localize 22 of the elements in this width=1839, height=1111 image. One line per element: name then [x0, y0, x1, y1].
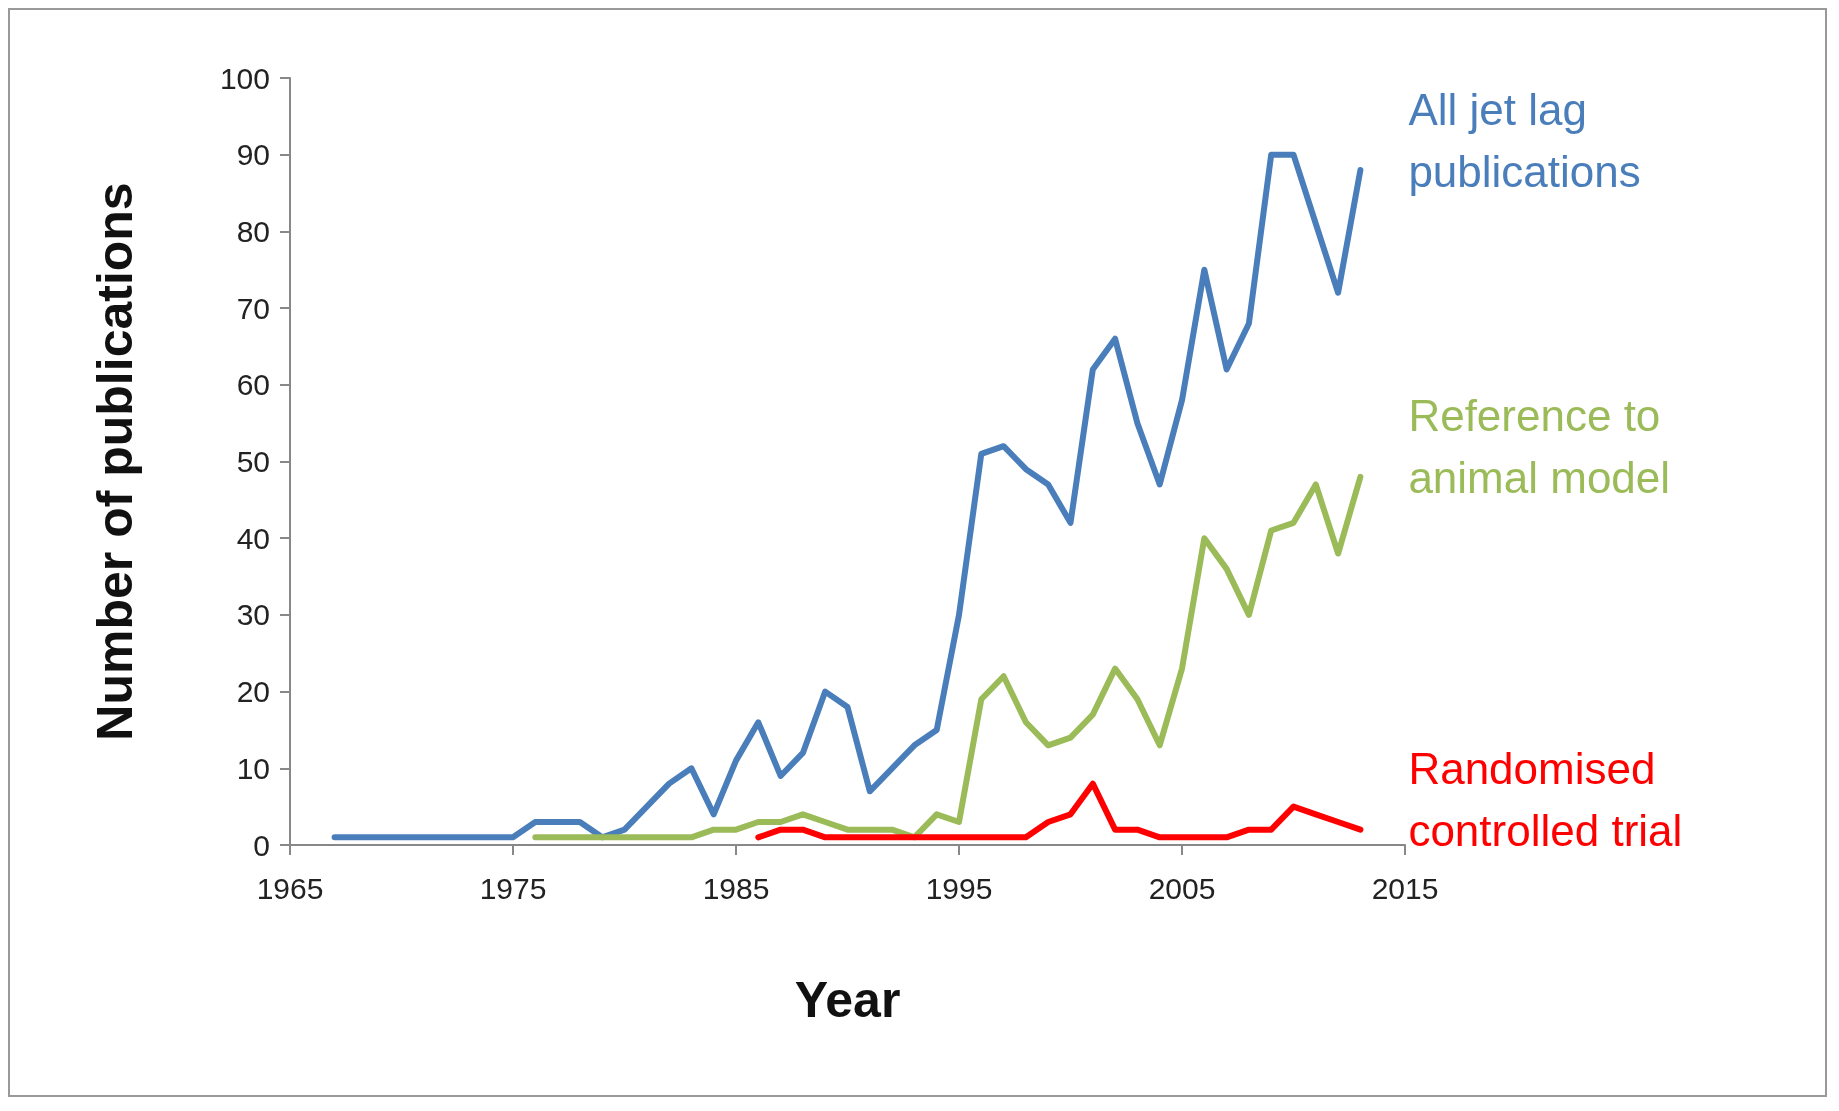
y-tick-label: 80 [236, 214, 270, 248]
y-tick-label: 30 [236, 598, 270, 632]
y-tick-label: 100 [219, 61, 270, 95]
x-axis-title: Year [794, 972, 901, 1028]
series-label: Randomised controlled trial [1408, 744, 1683, 856]
series-label: Reference to animal model [1408, 391, 1673, 503]
y-tick-label: 20 [236, 675, 270, 709]
x-tick-label: 1965 [256, 871, 324, 905]
y-tick-label: 90 [236, 138, 270, 172]
y-tick-label: 10 [236, 751, 270, 785]
x-tick-label: 1995 [925, 871, 993, 905]
y-axis-title: Number of publications [87, 182, 143, 741]
y-tick-label: 70 [236, 291, 270, 325]
series-label: All jet lag publications [1408, 84, 1641, 196]
x-tick-label: 1975 [479, 871, 547, 905]
x-tick-label: 2005 [1148, 871, 1216, 905]
y-tick-label: 40 [236, 521, 270, 555]
y-tick-label: 0 [253, 828, 270, 862]
x-tick-label: 2015 [1371, 871, 1439, 905]
y-tick-label: 60 [236, 368, 270, 402]
y-tick-label: 50 [236, 445, 270, 478]
x-tick-label: 1985 [702, 871, 770, 905]
